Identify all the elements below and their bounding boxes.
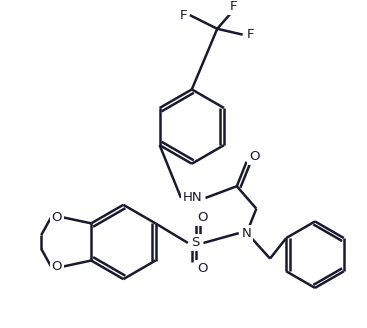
Text: S: S [192, 236, 200, 249]
Text: O: O [197, 262, 208, 275]
Text: O: O [249, 150, 259, 163]
Text: O: O [52, 211, 62, 224]
Text: F: F [247, 28, 254, 41]
Text: HN: HN [183, 192, 203, 204]
Text: F: F [230, 0, 237, 13]
Text: O: O [52, 260, 62, 273]
Text: F: F [179, 9, 187, 22]
Text: N: N [242, 227, 251, 240]
Text: O: O [197, 211, 208, 224]
